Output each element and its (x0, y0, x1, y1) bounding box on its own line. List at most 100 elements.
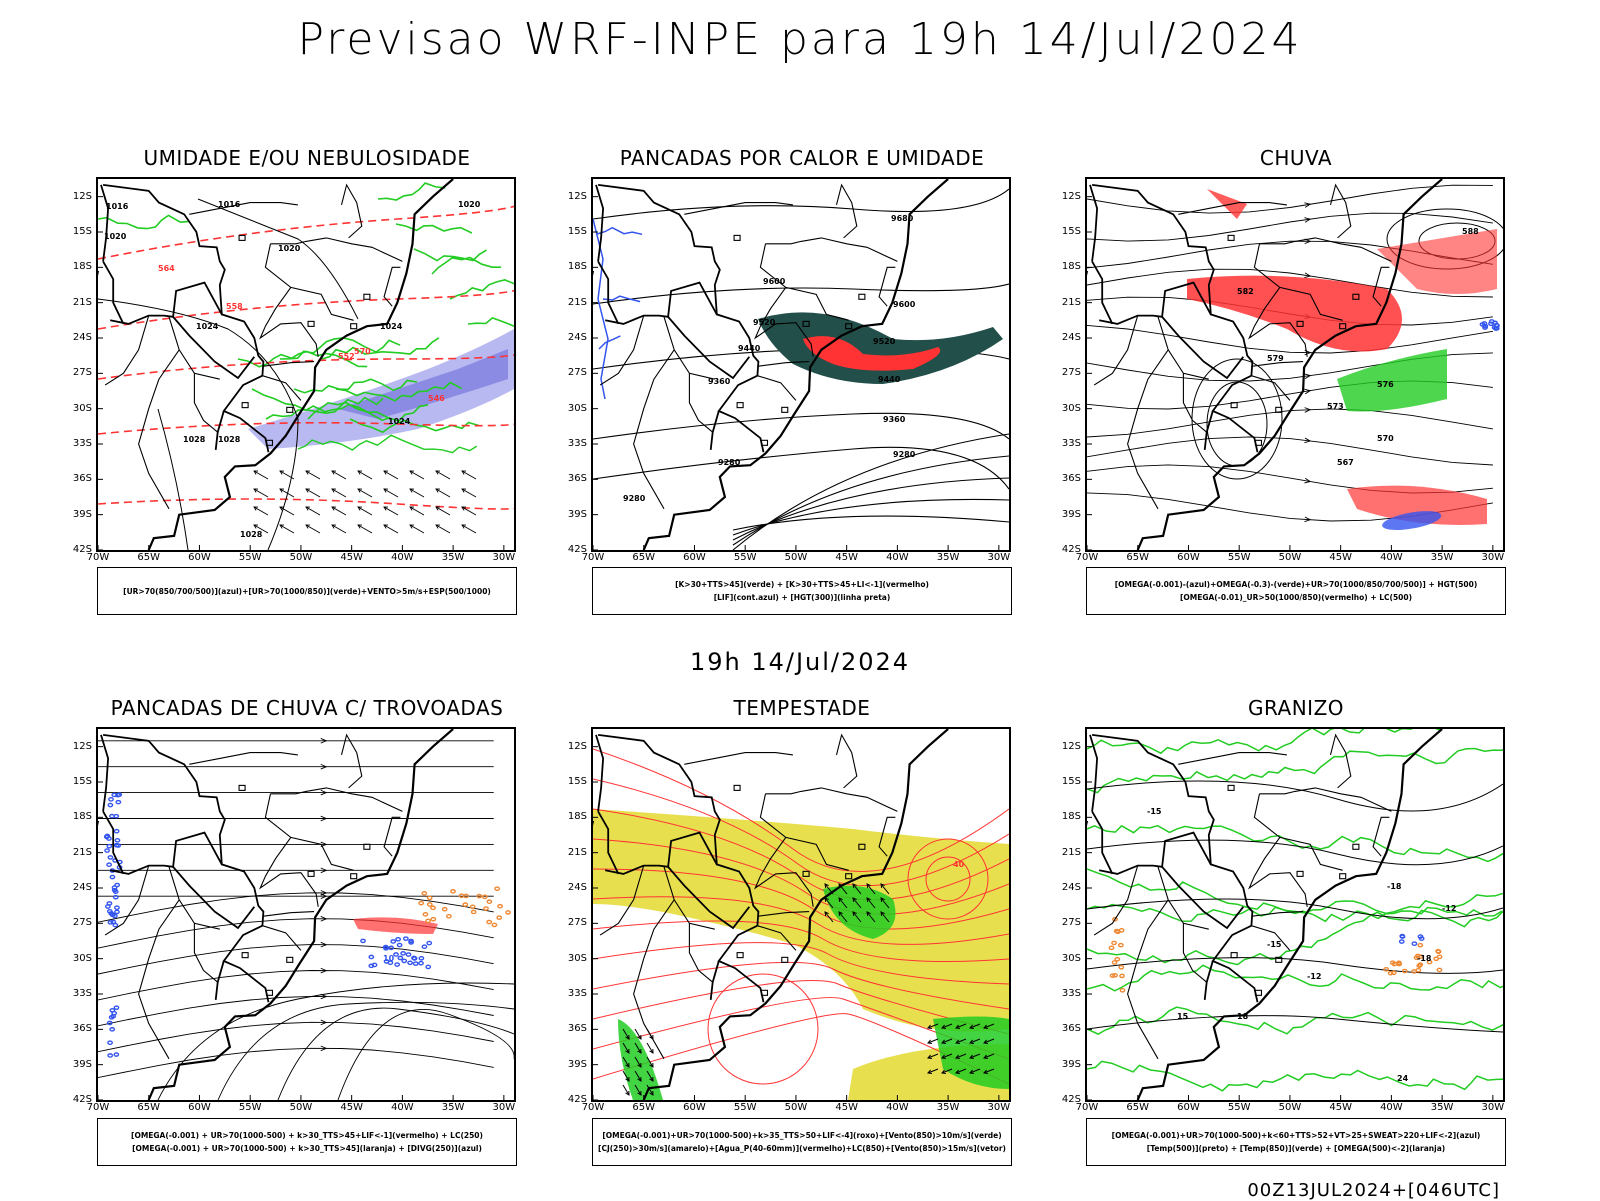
lat-tick-label: 24S (72, 332, 92, 343)
contour-label: 9600 (893, 300, 916, 309)
contour-label: 573 (1327, 402, 1344, 411)
contour-label: -18 (1417, 954, 1432, 963)
lon-tick-label: 50W (289, 1102, 313, 1113)
legend-pancadas-trovoadas: [OMEGA(-0.001) + UR>70(1000-500) + k>30_… (97, 1118, 517, 1166)
contour-label: 582 (1237, 287, 1254, 296)
panel-title-pancadas-calor: PANCADAS POR CALOR E UMIDADE (619, 146, 985, 170)
lat-tick-label: 21S (1061, 846, 1081, 858)
lat-tick-label: 30S (567, 952, 587, 964)
contour-label: 1024 (380, 322, 403, 331)
lon-tick-label: 60W (188, 1102, 211, 1113)
lat-tick-label: 42S (1061, 1094, 1081, 1105)
contour-label: 9280 (893, 450, 916, 459)
lon-tick-label: 50W (1278, 552, 1302, 563)
lon-tick-label: 45W (835, 552, 858, 563)
lon-tick-label: 65W (1126, 552, 1150, 563)
contour-label: 1020 (458, 200, 481, 209)
contour-label: 558 (226, 302, 243, 311)
lon-tick-label: 60W (683, 1102, 706, 1113)
lon-tick-label: 60W (683, 552, 706, 563)
lat-tick-label: 33S (567, 438, 587, 449)
contour-label: 9520 (873, 337, 896, 346)
lon-tick-label: 35W (936, 1102, 960, 1113)
contour-label: 546 (428, 394, 445, 403)
lat-tick-label: 42S (567, 1094, 587, 1105)
contour-label: 1024 (196, 322, 219, 331)
contour-label: 18 (1237, 1012, 1249, 1021)
lat-tick-label: 36S (72, 473, 92, 485)
lat-tick-label: 15S (567, 226, 587, 237)
legend-line: [K>30+TTS>45](verde) + [K>30+TTS>45+LI<-… (675, 580, 929, 589)
legend-line: [OMEGA(-0.001) + UR>70(1000-500) + k>30_… (131, 1131, 483, 1140)
contour-label: 567 (1337, 458, 1354, 467)
legend-line: [LIF](cont.azul) + [HGT(300)](linha pret… (713, 593, 891, 602)
contour-label: 576 (1377, 380, 1394, 389)
legend-line: [Temp(500)](preto) + [Temp(850)](verde) … (1146, 1144, 1446, 1153)
lon-tick-label: 70W (86, 1102, 110, 1113)
contour-label: 10 (383, 954, 395, 963)
lat-tick-label: 15S (1061, 226, 1081, 237)
legend-pancadas-calor: [K>30+TTS>45](verde) + [K>30+TTS>45+LI<-… (592, 567, 1012, 615)
contour-label: 9280 (623, 494, 646, 503)
contour-label: 24 (1397, 1074, 1409, 1083)
lat-tick-label: 33S (1061, 988, 1081, 999)
lat-tick-label: 33S (567, 988, 587, 999)
lat-tick-label: 12S (567, 190, 587, 202)
legend-umidade: [UR>70(850/700/500)](azul)+[UR>70(1000/8… (97, 567, 517, 615)
panel-title-chuva: CHUVA (1259, 146, 1333, 170)
contour-label: -15 (1267, 940, 1282, 949)
map-canvas: 588 582 579 576 573 570 567 (1087, 179, 1503, 550)
lon-tick-label: 65W (632, 552, 656, 563)
lon-tick-label: 30W (492, 552, 516, 563)
lon-tick-label: 60W (1177, 1102, 1200, 1113)
main-title: Previsao WRF-INPE para 19h 14/Jul/2024 (297, 14, 1303, 65)
lat-tick-label: 12S (72, 190, 92, 202)
lon-tick-label: 40W (391, 1102, 414, 1113)
contour-label: 579 (1267, 354, 1284, 363)
lat-tick-label: 36S (567, 1023, 587, 1035)
lat-tick-label: 27S (72, 917, 92, 929)
lat-tick-label: 15S (72, 226, 92, 237)
lat-tick-label: 42S (567, 544, 587, 555)
contour-label: 1016 (106, 202, 129, 211)
lat-tick-label: 27S (1061, 917, 1081, 929)
lat-tick-label: 39S (72, 1058, 92, 1070)
lat-tick-label: 18S (567, 811, 587, 823)
contour-label: 1028 (183, 435, 206, 444)
legend-line: [OMEGA(-0.001)-(azul)+OMEGA(-0.3)-(verde… (1114, 580, 1478, 589)
map-canvas: 1016 1016 1020 1020 1024 1024 1028 1028 1028 1020… (98, 179, 514, 550)
lat-tick-label: 30S (72, 952, 92, 964)
lat-tick-label: 24S (1061, 332, 1081, 343)
contour-label: 1028 (218, 435, 241, 444)
lat-tick-label: 12S (72, 740, 92, 752)
lat-tick-label: 18S (72, 811, 92, 823)
legend-granizo: [OMEGA(-0.001)+UR>70(1000-500)+k<60+TTS>… (1086, 1118, 1506, 1166)
legend-line: [CJ(250)>30m/s](amarelo)+[Agua_P(40-60mm… (598, 1144, 1006, 1153)
lon-tick-label: 40W (1380, 1102, 1403, 1113)
panel-title-pancadas-trovoadas: PANCADAS DE CHUVA C/ TROVOADAS (110, 696, 504, 720)
lon-tick-label: 55W (733, 552, 757, 563)
lat-tick-label: 36S (567, 473, 587, 485)
lat-tick-label: 36S (1061, 1023, 1081, 1035)
lon-tick-label: 55W (238, 1102, 262, 1113)
lat-tick-label: 30S (72, 402, 92, 414)
lat-tick-label: 27S (72, 367, 92, 379)
lon-tick-label: 40W (391, 552, 414, 563)
legend-line: [OMEGA(-0.001)+UR>70(1000-500)+k>35_TTS>… (602, 1131, 1002, 1140)
contour-label: 9520 (753, 318, 776, 327)
lat-tick-label: 15S (567, 776, 587, 787)
contour-label: -18 (1387, 882, 1402, 891)
lat-tick-label: 30S (567, 402, 587, 414)
lon-tick-label: 35W (441, 552, 465, 563)
lat-tick-label: 18S (72, 261, 92, 273)
lon-tick-label: 30W (1481, 552, 1505, 563)
contour-label: 552 (338, 352, 355, 361)
contour-label: 570 (354, 347, 371, 356)
lat-tick-label: 21S (567, 846, 587, 858)
legend-line: [OMEGA(-0.001) + UR>70(1000-500) + k>30_… (132, 1144, 482, 1153)
contour-label: 1020 (104, 232, 127, 241)
map-tempestade: 40 (591, 727, 1011, 1102)
lon-tick-label: 70W (581, 1102, 605, 1113)
map-canvas: 10 (98, 729, 514, 1100)
lat-tick-label: 36S (72, 1023, 92, 1035)
